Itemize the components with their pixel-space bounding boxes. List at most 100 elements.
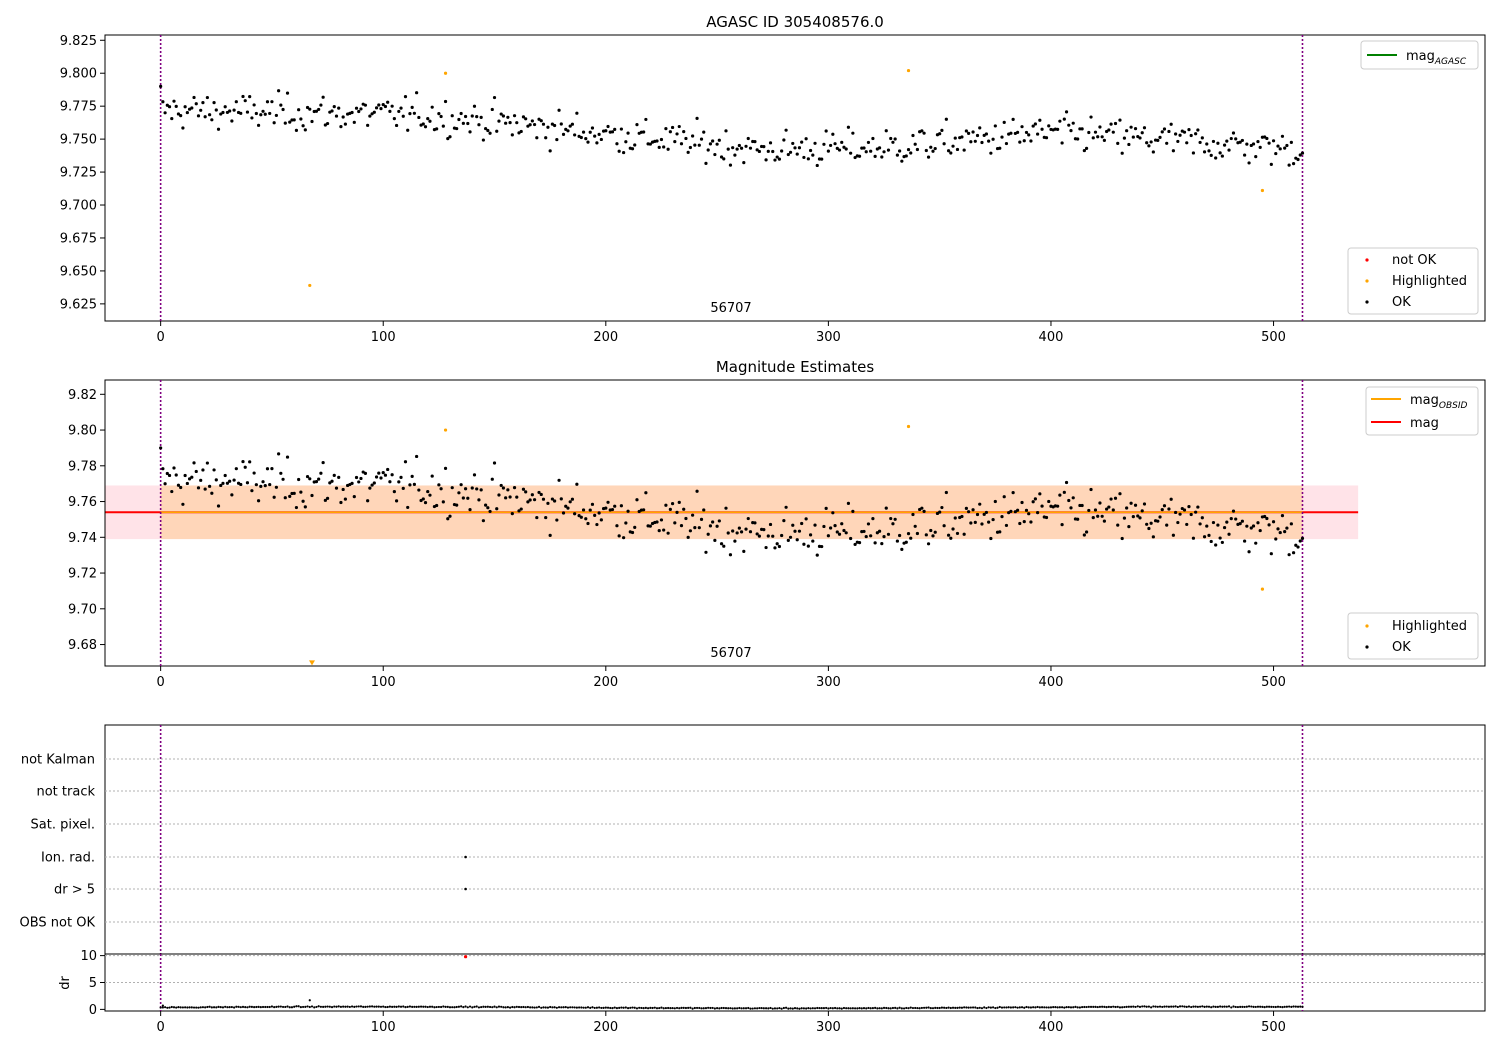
dr-point: [1205, 1005, 1208, 1008]
dr-point: [691, 1007, 694, 1010]
ok-point: [735, 147, 739, 151]
dr-point: [477, 1006, 481, 1009]
dr-point: [1216, 1005, 1220, 1009]
ok-point: [1300, 536, 1305, 540]
dr-point: [778, 1006, 781, 1010]
ok-point: [374, 475, 379, 479]
ok-point: [882, 535, 886, 539]
dr-point: [188, 1006, 191, 1009]
ok-point: [1071, 121, 1075, 125]
dr-point: [406, 1005, 409, 1008]
dr-point: [1236, 1005, 1240, 1009]
dr-point: [749, 1007, 752, 1010]
ok-point: [1227, 532, 1231, 536]
ok-point: [675, 132, 679, 136]
panel-2-title: Magnitude Estimates: [716, 358, 874, 376]
dr-point: [1138, 1005, 1142, 1009]
dr-point: [611, 1007, 614, 1010]
ok-point: [1140, 509, 1144, 513]
ok-point: [895, 153, 899, 157]
dr-point: [840, 1007, 843, 1010]
dr-point: [391, 1005, 394, 1008]
ok-point: [926, 155, 931, 159]
dr-point: [931, 1007, 935, 1010]
dr-point: [700, 1007, 703, 1010]
ok-point: [1038, 118, 1042, 122]
ok-point: [1129, 501, 1133, 505]
ok-point: [1127, 142, 1131, 147]
ok-point: [604, 506, 608, 510]
ok-point: [308, 107, 312, 111]
dr-point: [502, 1006, 505, 1009]
dr-point: [951, 1006, 955, 1009]
ok-point: [915, 147, 920, 152]
ok-point: [1225, 139, 1229, 143]
ok-point: [216, 504, 221, 508]
ok-point: [1096, 135, 1100, 139]
ok-point: [570, 122, 575, 126]
ok-point: [987, 520, 991, 524]
ok-point: [695, 489, 699, 493]
ok-point: [1125, 506, 1129, 510]
dr-point: [644, 1006, 647, 1009]
dr-point: [1112, 1005, 1115, 1008]
dr-point: [589, 1006, 592, 1009]
ok-point: [1229, 136, 1233, 141]
dr-point: [1094, 1005, 1097, 1008]
ok-point: [528, 498, 532, 502]
ok-point: [1278, 530, 1282, 535]
ok-point: [234, 467, 238, 471]
dr-point: [1107, 1005, 1110, 1008]
ok-point: [622, 150, 626, 155]
dr-point: [304, 1005, 307, 1008]
ok-point: [1080, 127, 1084, 131]
dr-point: [344, 1005, 347, 1008]
ok-point: [1009, 131, 1013, 135]
ok-point: [911, 512, 915, 517]
dr-point: [920, 1006, 923, 1010]
ok-point: [648, 142, 652, 146]
ok-point: [604, 129, 608, 133]
dr-point: [219, 1006, 222, 1009]
ok-point: [350, 481, 354, 485]
ok-point: [337, 106, 341, 110]
ok-point: [824, 129, 828, 133]
ok-point: [940, 505, 944, 510]
ok-point: [630, 147, 635, 151]
ok-point: [1185, 522, 1189, 527]
ok-point: [670, 502, 675, 506]
ok-point: [161, 100, 165, 104]
dr-point: [838, 1007, 841, 1010]
dr-point: [217, 1005, 220, 1009]
legend-highlighted-label: Highlighted: [1392, 274, 1467, 289]
ok-point: [521, 115, 526, 119]
ok-point: [940, 128, 944, 132]
dr-point: [1145, 1005, 1148, 1008]
dr-point: [1232, 1005, 1235, 1008]
ok-point: [388, 480, 392, 484]
ok-point: [731, 529, 735, 533]
ok-point: [285, 91, 290, 95]
ok-point: [484, 503, 488, 507]
ok-point: [506, 115, 510, 119]
dr-point: [350, 1005, 354, 1008]
ok-point: [544, 515, 548, 520]
ok-point: [328, 481, 332, 485]
ok-point: [686, 535, 690, 539]
ok-point: [428, 493, 432, 497]
ok-point: [568, 500, 572, 504]
dr-point: [1281, 1005, 1284, 1009]
ok-point: [706, 148, 710, 152]
ok-point: [642, 130, 646, 134]
dr-point: [566, 1006, 570, 1009]
ok-point: [586, 521, 590, 526]
ok-point: [196, 114, 201, 118]
dr-point: [969, 1006, 972, 1009]
ok-point: [737, 143, 741, 148]
ok-point: [788, 150, 793, 154]
dr-point: [762, 1007, 765, 1010]
ok-point: [577, 514, 581, 518]
ok-point: [256, 123, 261, 127]
ok-point: [1082, 533, 1086, 537]
